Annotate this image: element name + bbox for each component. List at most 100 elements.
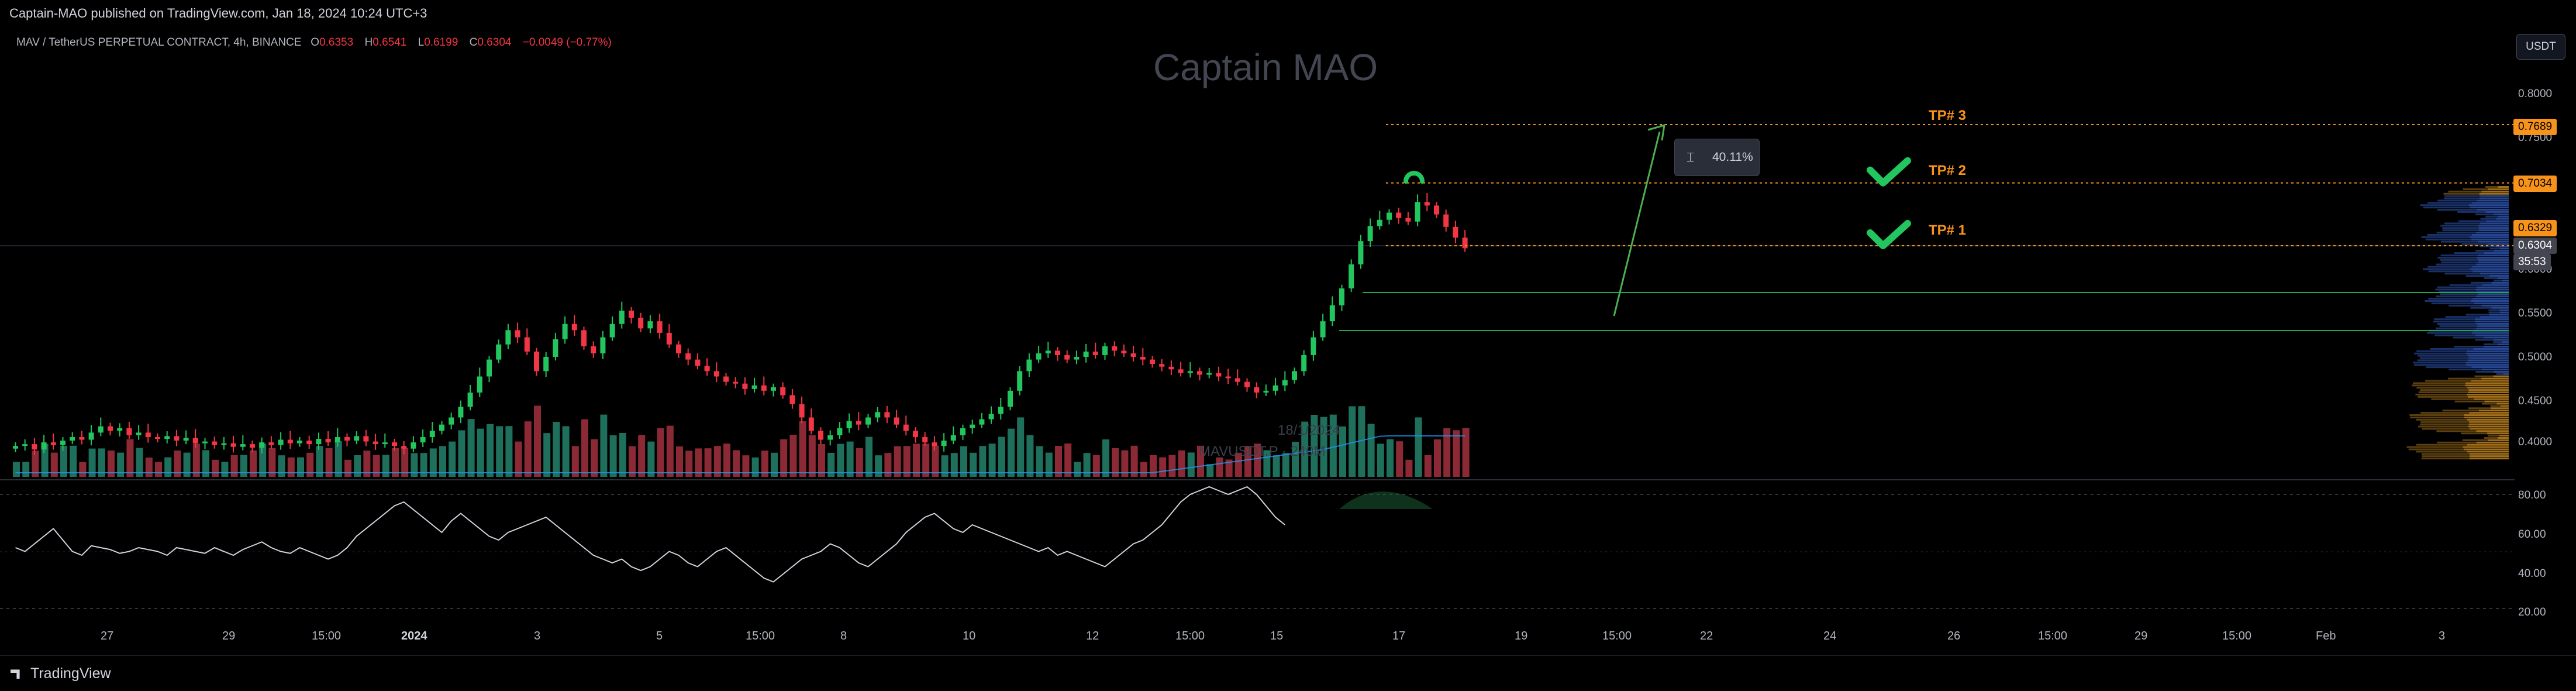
volume-profile-bar (2484, 277, 2509, 279)
volume-profile-bar (2428, 270, 2509, 273)
candle-body (98, 426, 104, 433)
volume-bar (619, 433, 626, 477)
close-value: 0.6304 (477, 36, 512, 49)
candle-body (344, 436, 350, 441)
volume-profile-bar-inner (2482, 284, 2509, 286)
candle-body (903, 424, 909, 431)
volume-bar (259, 444, 267, 477)
tp1-label[interactable]: TP# 1 (1929, 222, 1967, 238)
volume-profile-bar (2439, 325, 2509, 327)
candle (13, 442, 18, 452)
candle-body (22, 444, 28, 446)
volume-profile-bar (2427, 202, 2509, 204)
candle (629, 307, 634, 324)
candle (401, 441, 407, 455)
candle-body (240, 444, 246, 447)
published-text: Captain-MAO published on TradingView.com… (9, 6, 427, 20)
volume-bar (1140, 462, 1147, 477)
volume-profile-bar-inner (2491, 307, 2509, 309)
time-axis-label: 2024 (401, 630, 427, 642)
candle (202, 438, 208, 449)
candle (1150, 356, 1155, 368)
countdown-tag: 35:53 (2513, 254, 2551, 270)
currency-button[interactable]: USDT (2516, 34, 2565, 60)
volume-profile-bar-inner (2467, 359, 2509, 362)
candle (571, 315, 577, 336)
candle (240, 435, 246, 451)
volume-bar (344, 459, 351, 477)
candle (1130, 345, 1136, 362)
candle (1358, 235, 1364, 269)
candle-body (13, 446, 18, 449)
volume-bar (515, 441, 522, 477)
volume-bar (704, 448, 712, 477)
tradingview-logo[interactable]: TradingView (11, 665, 111, 682)
chart-canvas[interactable] (0, 29, 2576, 655)
candle-body (941, 441, 947, 446)
candle-body (638, 318, 644, 329)
candle-body (1026, 359, 1032, 372)
tp2-label[interactable]: TP# 2 (1929, 163, 1967, 178)
candle (837, 422, 843, 439)
candle (1159, 359, 1165, 372)
volume-bar (1036, 446, 1043, 477)
volume-profile-bar-inner (2481, 369, 2509, 370)
volume-profile-bar (2458, 220, 2509, 222)
volume-bar (174, 451, 181, 477)
volume-bar (1254, 444, 1261, 477)
candle (1008, 387, 1013, 411)
check-icon (1867, 157, 1911, 187)
candle (354, 431, 360, 445)
candle-body (1339, 288, 1344, 305)
volume-profile-bar (2437, 200, 2509, 202)
candle (846, 413, 852, 433)
projection-arrow-line (1613, 131, 1661, 317)
candle-body (771, 387, 776, 391)
chart-area[interactable] (0, 29, 2576, 655)
rsi-axis-label: 60.00 (2518, 528, 2546, 541)
candle (970, 420, 975, 434)
grid-lines (0, 245, 2515, 609)
candle-body (1008, 390, 1013, 407)
candle (1320, 314, 1326, 341)
volume-profile-bar (2439, 291, 2509, 293)
measure-tool-box[interactable]: ⌶ 40.11% (1674, 139, 1760, 176)
volume-profile-bar-inner (2472, 202, 2509, 204)
candle (136, 425, 142, 440)
candle-body (1263, 390, 1269, 393)
volume-profile-bar (2440, 259, 2509, 261)
volume-profile-bar (2420, 423, 2509, 425)
volume-bar (79, 462, 87, 477)
candle (467, 384, 473, 411)
volume-profile-bar-inner (2475, 318, 2509, 321)
candle-body (979, 419, 985, 425)
candle-body (183, 438, 189, 441)
volume-bar (1092, 455, 1100, 477)
candle-body (1102, 346, 1108, 355)
candle (1092, 342, 1098, 359)
volume-profile-bar (2409, 414, 2509, 416)
volume-profile-bar (2436, 327, 2509, 329)
volume-profile-bar (2422, 428, 2509, 430)
volume-bar (789, 435, 797, 477)
volume-bar (287, 457, 295, 477)
candle (524, 328, 530, 355)
tp3-label[interactable]: TP# 3 (1929, 108, 1967, 123)
volume-profile-bar (2434, 318, 2509, 321)
volume-profile-bar (2420, 412, 2509, 414)
volume-profile-bar-inner (2476, 263, 2509, 266)
volume-profile-bar-inner (2463, 448, 2509, 451)
volume-bar (932, 445, 939, 477)
volume-profile-bar-inner (2469, 458, 2509, 460)
volume-bar (543, 433, 551, 477)
time-axis-label: 15:00 (1175, 630, 1205, 642)
volume-profile-bar-inner (2468, 425, 2509, 428)
candle (126, 422, 132, 439)
time-axis-label: 17 (1392, 630, 1406, 642)
volume-bar (818, 444, 825, 477)
candle (60, 436, 65, 451)
candle (183, 430, 189, 445)
symbol-legend[interactable]: MAV / TetherUS PERPETUAL CONTRACT, 4h, B… (16, 36, 612, 49)
candle-body (487, 359, 492, 377)
volume-bar (941, 455, 949, 477)
